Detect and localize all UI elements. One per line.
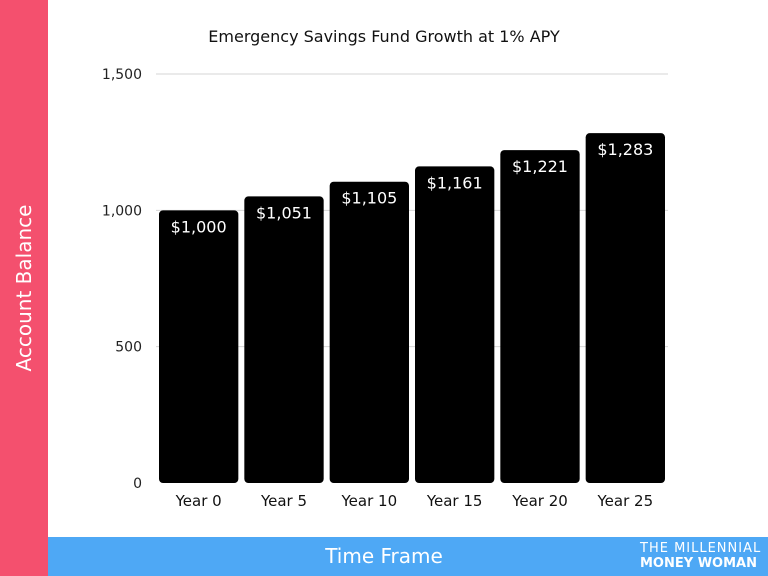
- data-label: $1,221: [512, 157, 568, 176]
- x-axis-band: [48, 537, 768, 576]
- data-label: $1,000: [171, 217, 227, 236]
- x-tick-label: Year 5: [260, 492, 307, 510]
- x-tick-label: Year 15: [426, 492, 483, 510]
- data-label: $1,051: [256, 203, 312, 222]
- bar: [585, 133, 665, 483]
- y-tick-label: 0: [133, 476, 142, 492]
- y-tick-label: 500: [115, 340, 142, 356]
- chart-title: Emergency Savings Fund Growth at 1% APY: [208, 27, 560, 46]
- bar: [159, 210, 239, 484]
- x-axis-label: Time Frame: [325, 544, 443, 568]
- bar: [329, 181, 409, 483]
- x-tick-label: Year 20: [511, 492, 568, 510]
- data-label: $1,283: [597, 140, 653, 159]
- brand-logo: THE MILLENNIAL MONEY WOMAN: [640, 542, 764, 570]
- brand-line-1: THE MILLENNIAL: [640, 541, 762, 556]
- y-tick-label: 1,500: [102, 67, 142, 83]
- y-axis-band: Account Balance: [0, 0, 48, 576]
- x-tick-label: Year 0: [175, 492, 222, 510]
- bar: [244, 196, 324, 483]
- x-tick-label: Year 10: [341, 492, 398, 510]
- brand-line-2: MONEY WOMAN: [640, 556, 757, 571]
- data-label: $1,161: [427, 173, 483, 192]
- x-tick-label: Year 25: [597, 492, 654, 510]
- data-label: $1,105: [341, 189, 397, 208]
- bar: [500, 150, 580, 483]
- y-tick-label: 1,000: [102, 203, 142, 219]
- bar: [415, 166, 495, 483]
